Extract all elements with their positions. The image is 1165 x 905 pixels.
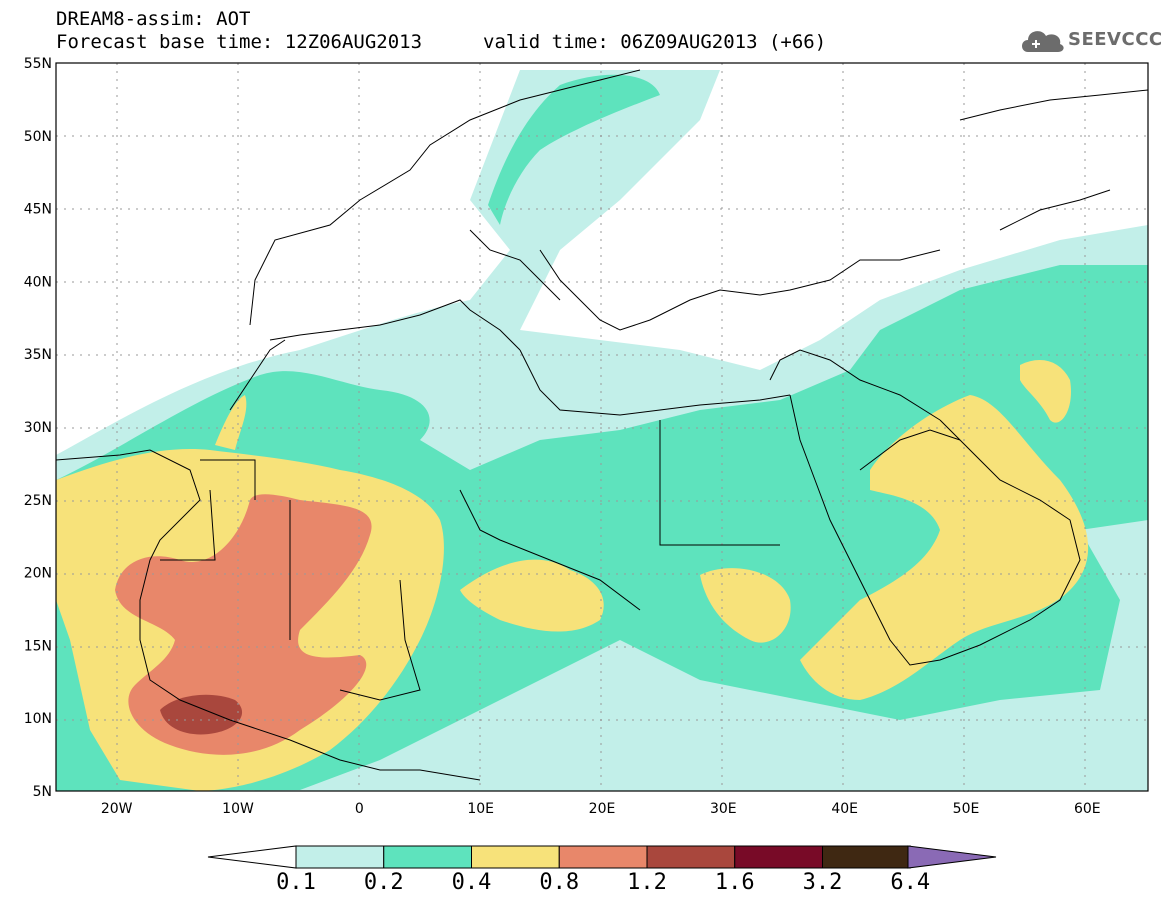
colorbar xyxy=(207,845,997,869)
aot-contour-0.4-arabia xyxy=(800,395,1089,700)
latitude-labels: 55N 50N 45N 40N 35N 30N 25N 20N 15N 10N 5N xyxy=(24,56,52,800)
lat-tick-label: 45N xyxy=(24,202,52,218)
lat-tick-label: 30N xyxy=(24,420,52,436)
aot-contour-1.2 xyxy=(160,694,243,735)
aot-contour-0.4-iran xyxy=(1020,360,1071,423)
colorbar-box xyxy=(383,845,472,869)
colorbar-box xyxy=(295,845,385,869)
colorbar-upper-arrow xyxy=(907,845,997,869)
graticule xyxy=(56,63,1148,791)
aot-contour-0.2-north xyxy=(488,74,660,225)
lat-tick-label: 5N xyxy=(33,784,52,800)
lon-tick-label: 30E xyxy=(710,801,737,817)
logo-text: SEEVCCC xyxy=(1068,29,1163,50)
colorbar-label: 0.1 xyxy=(276,870,316,895)
colorbar-lower-arrow xyxy=(207,845,297,869)
lon-tick-label: 60E xyxy=(1074,801,1101,817)
colorbar-label: 0.2 xyxy=(363,870,404,895)
colorbar-label: 6.4 xyxy=(890,870,931,895)
lat-tick-label: 15N xyxy=(24,638,52,654)
lat-tick-label: 50N xyxy=(24,129,52,145)
lon-tick-label: 40E xyxy=(831,801,858,817)
lat-tick-label: 55N xyxy=(24,56,52,72)
seevccc-logo: SEEVCCC xyxy=(1018,22,1162,56)
title-line-2: Forecast base time: 12Z06AUG2013 xyxy=(56,31,423,53)
lat-tick-label: 25N xyxy=(24,493,52,509)
lat-tick-label: 20N xyxy=(24,566,52,582)
colorbar-label: 0.4 xyxy=(451,870,492,895)
longitude-labels: 20W 10W 0 10E 20E 30E 40E 50E 60E xyxy=(101,801,1101,817)
lon-tick-label: 10W xyxy=(222,801,254,817)
lon-tick-label: 10E xyxy=(467,801,494,817)
colorbar-label: 3.2 xyxy=(802,870,843,895)
lat-tick-label: 40N xyxy=(24,274,52,290)
cloud-icon xyxy=(1022,31,1064,52)
colorbar-box xyxy=(734,845,823,869)
colorbar-box xyxy=(471,845,560,869)
colorbar-box xyxy=(646,845,736,869)
lat-tick-label: 35N xyxy=(24,347,52,363)
lon-tick-label: 20E xyxy=(589,801,616,817)
aot-contour-0.8 xyxy=(115,494,372,755)
coastlines xyxy=(56,69,1148,781)
colorbar-label: 1.2 xyxy=(627,870,667,895)
colorbar-label: 0.8 xyxy=(539,870,580,895)
aot-contour-0.4-west-coast xyxy=(215,395,247,450)
lon-tick-label: 0 xyxy=(355,801,364,817)
colorbar-box xyxy=(558,845,648,869)
colorbar-box xyxy=(822,845,911,869)
aot-contour-0.4-central xyxy=(460,559,604,632)
map-frame xyxy=(55,62,1149,792)
lat-tick-label: 10N xyxy=(24,711,52,727)
lon-tick-label: 50E xyxy=(953,801,980,817)
aot-contour-0.4-egypt xyxy=(700,568,791,643)
title-line-1: DREAM8-assim: AOT xyxy=(56,8,251,30)
colorbar-label: 1.6 xyxy=(714,870,755,895)
valid-time: valid time: 06Z09AUG2013 (+66) xyxy=(483,31,827,53)
lon-tick-label: 20W xyxy=(101,801,133,817)
